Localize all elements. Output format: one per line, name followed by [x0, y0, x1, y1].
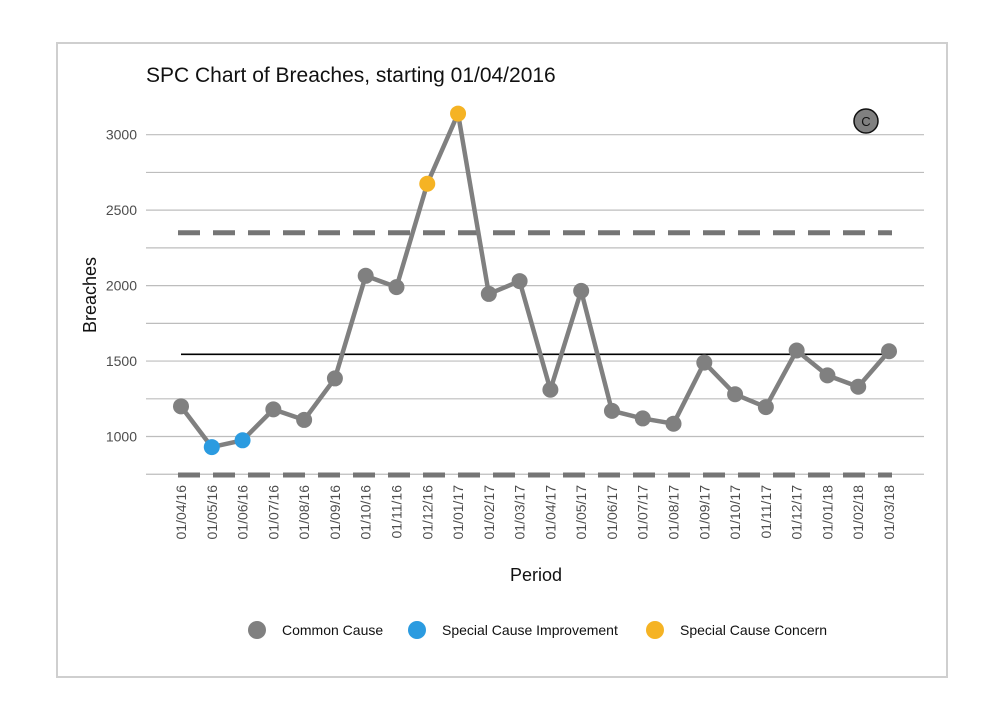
y-axis-ticks: 1000 1500 2000 2500 3000 — [106, 127, 137, 445]
legend: Common Cause Special Cause Improvement Spe… — [248, 621, 827, 639]
x-tick-label: 01/08/16 — [296, 485, 312, 540]
y-axis-title: Breaches — [80, 257, 100, 333]
y-tick-label: 2000 — [106, 278, 137, 294]
data-point-common — [326, 370, 343, 387]
data-point-common — [511, 273, 528, 290]
legend-swatch-common — [248, 621, 266, 639]
y-tick-label: 3000 — [106, 127, 137, 143]
x-tick-label: 01/10/17 — [727, 485, 743, 540]
data-point-common — [480, 285, 497, 302]
data-point-common — [788, 342, 805, 359]
y-tick-label: 1000 — [106, 429, 137, 445]
data-point-common — [388, 279, 405, 296]
x-tick-label: 01/07/16 — [265, 485, 281, 540]
x-tick-label: 01/08/17 — [666, 485, 682, 540]
x-tick-label: 01/09/16 — [327, 485, 343, 540]
x-tick-label: 01/12/16 — [419, 485, 435, 540]
x-tick-label: 01/11/16 — [388, 485, 404, 539]
x-axis-ticks: 01/04/16 01/05/16 01/06/16 01/07/16 01/08/16… — [173, 485, 897, 540]
chart-title: SPC Chart of Breaches, starting 01/04/20… — [146, 64, 556, 87]
control-limits — [178, 230, 892, 478]
x-tick-label: 01/03/17 — [512, 485, 528, 540]
data-point-common — [603, 402, 620, 419]
data-point-common — [542, 381, 559, 398]
y-tick-label: 1500 — [106, 353, 137, 369]
data-point-common — [757, 399, 774, 416]
x-tick-label: 01/12/17 — [789, 485, 805, 540]
data-point-common — [819, 367, 836, 384]
x-tick-label: 01/05/16 — [204, 485, 220, 540]
x-tick-label: 01/05/17 — [573, 485, 589, 540]
x-tick-label: 01/09/17 — [696, 485, 712, 540]
x-tick-label: 01/07/17 — [635, 485, 651, 540]
data-point-common — [173, 398, 189, 415]
data-point-concern — [419, 175, 436, 192]
data-point-common — [265, 401, 282, 418]
legend-label-improvement: Special Cause Improvement — [442, 622, 618, 638]
x-axis-title: Period — [510, 565, 562, 585]
x-tick-label: 01/10/16 — [358, 485, 374, 540]
data-point-common — [850, 378, 867, 395]
legend-swatch-improvement — [408, 621, 426, 639]
data-point-common — [881, 343, 897, 360]
chart-frame — [56, 42, 948, 678]
x-tick-label: 01/06/17 — [604, 485, 620, 540]
data-points — [173, 105, 897, 456]
data-point-common — [634, 410, 651, 427]
x-tick-label: 01/03/18 — [881, 485, 897, 540]
gridlines — [146, 134, 924, 475]
data-point-improvement — [234, 432, 251, 449]
x-tick-label: 01/02/18 — [850, 485, 866, 540]
data-point-common — [573, 282, 590, 299]
x-tick-label: 01/11/17 — [758, 485, 774, 539]
data-point-common — [357, 267, 374, 284]
x-tick-label: 01/01/17 — [450, 485, 466, 540]
x-tick-label: 01/04/17 — [542, 485, 558, 540]
data-point-common — [296, 411, 313, 428]
series-line — [179, 111, 891, 450]
chart-badge: C — [853, 108, 879, 134]
badge-label: C — [861, 114, 870, 129]
legend-label-concern: Special Cause Concern — [680, 622, 827, 638]
data-point-improvement — [203, 439, 220, 456]
x-tick-label: 01/04/16 — [173, 485, 189, 540]
y-tick-label: 2500 — [106, 202, 137, 218]
badge-circle — [853, 108, 879, 134]
data-point-common — [727, 386, 744, 403]
data-point-concern — [450, 105, 467, 122]
x-tick-label: 01/06/16 — [235, 485, 251, 540]
series-polyline — [179, 111, 891, 450]
legend-label-common: Common Cause — [282, 622, 383, 638]
data-point-common — [696, 354, 713, 371]
data-point-common — [665, 415, 682, 432]
x-tick-label: 01/01/18 — [819, 485, 835, 540]
legend-swatch-concern — [646, 621, 664, 639]
x-tick-label: 01/02/17 — [481, 485, 497, 540]
